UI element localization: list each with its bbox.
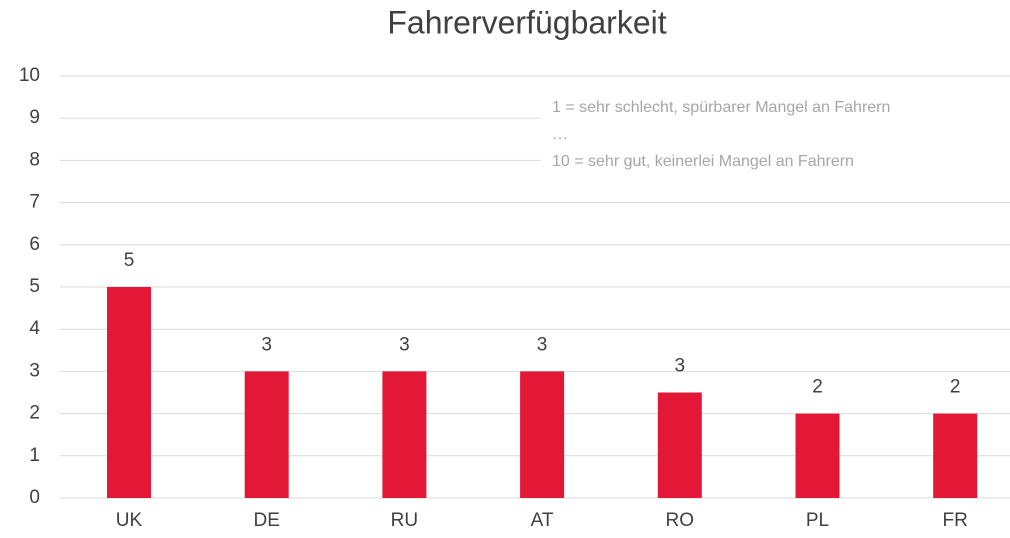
value-label: 5 (124, 250, 135, 271)
x-tick-label: RO (666, 510, 695, 531)
bar (244, 371, 289, 498)
y-tick-label: 8 (29, 149, 40, 170)
y-tick-label: 0 (29, 487, 40, 508)
y-tick-label: 4 (29, 318, 40, 339)
annotation: 10 = sehr gut, keinerlei Mangel an Fahre… (552, 153, 854, 170)
bar (795, 413, 840, 498)
bar (107, 287, 151, 498)
y-tick-label: 3 (29, 360, 40, 381)
y-tick-label: 10 (19, 65, 40, 86)
y-tick-label: 2 (29, 403, 40, 424)
bar (933, 413, 978, 498)
y-tick-label: 9 (29, 107, 40, 128)
x-tick-label: DE (253, 510, 279, 531)
bar (382, 371, 427, 498)
x-tick-label: AT (531, 510, 554, 531)
bar (520, 371, 565, 498)
y-tick-label: 6 (29, 234, 40, 255)
value-label: 3 (537, 334, 548, 355)
value-label: 3 (675, 356, 686, 377)
value-label: 2 (812, 377, 823, 398)
x-tick-label: UK (116, 510, 143, 531)
x-tick-label: FR (943, 510, 968, 531)
y-tick-label: 1 (29, 445, 40, 466)
x-tick-label: RU (391, 510, 418, 531)
annotation: 1 = sehr schlecht, spürbarer Mangel an F… (552, 99, 890, 116)
x-tick-label: PL (806, 510, 829, 531)
value-label: 3 (399, 334, 410, 355)
value-label: 3 (261, 334, 272, 355)
value-label: 2 (950, 377, 961, 398)
bar (657, 392, 702, 498)
annotation-box (541, 86, 1010, 196)
chart-title: Fahrerverfügbarkeit (387, 4, 666, 40)
y-tick-label: 5 (29, 276, 40, 297)
annotation: … (552, 126, 568, 143)
y-tick-label: 7 (29, 192, 40, 213)
